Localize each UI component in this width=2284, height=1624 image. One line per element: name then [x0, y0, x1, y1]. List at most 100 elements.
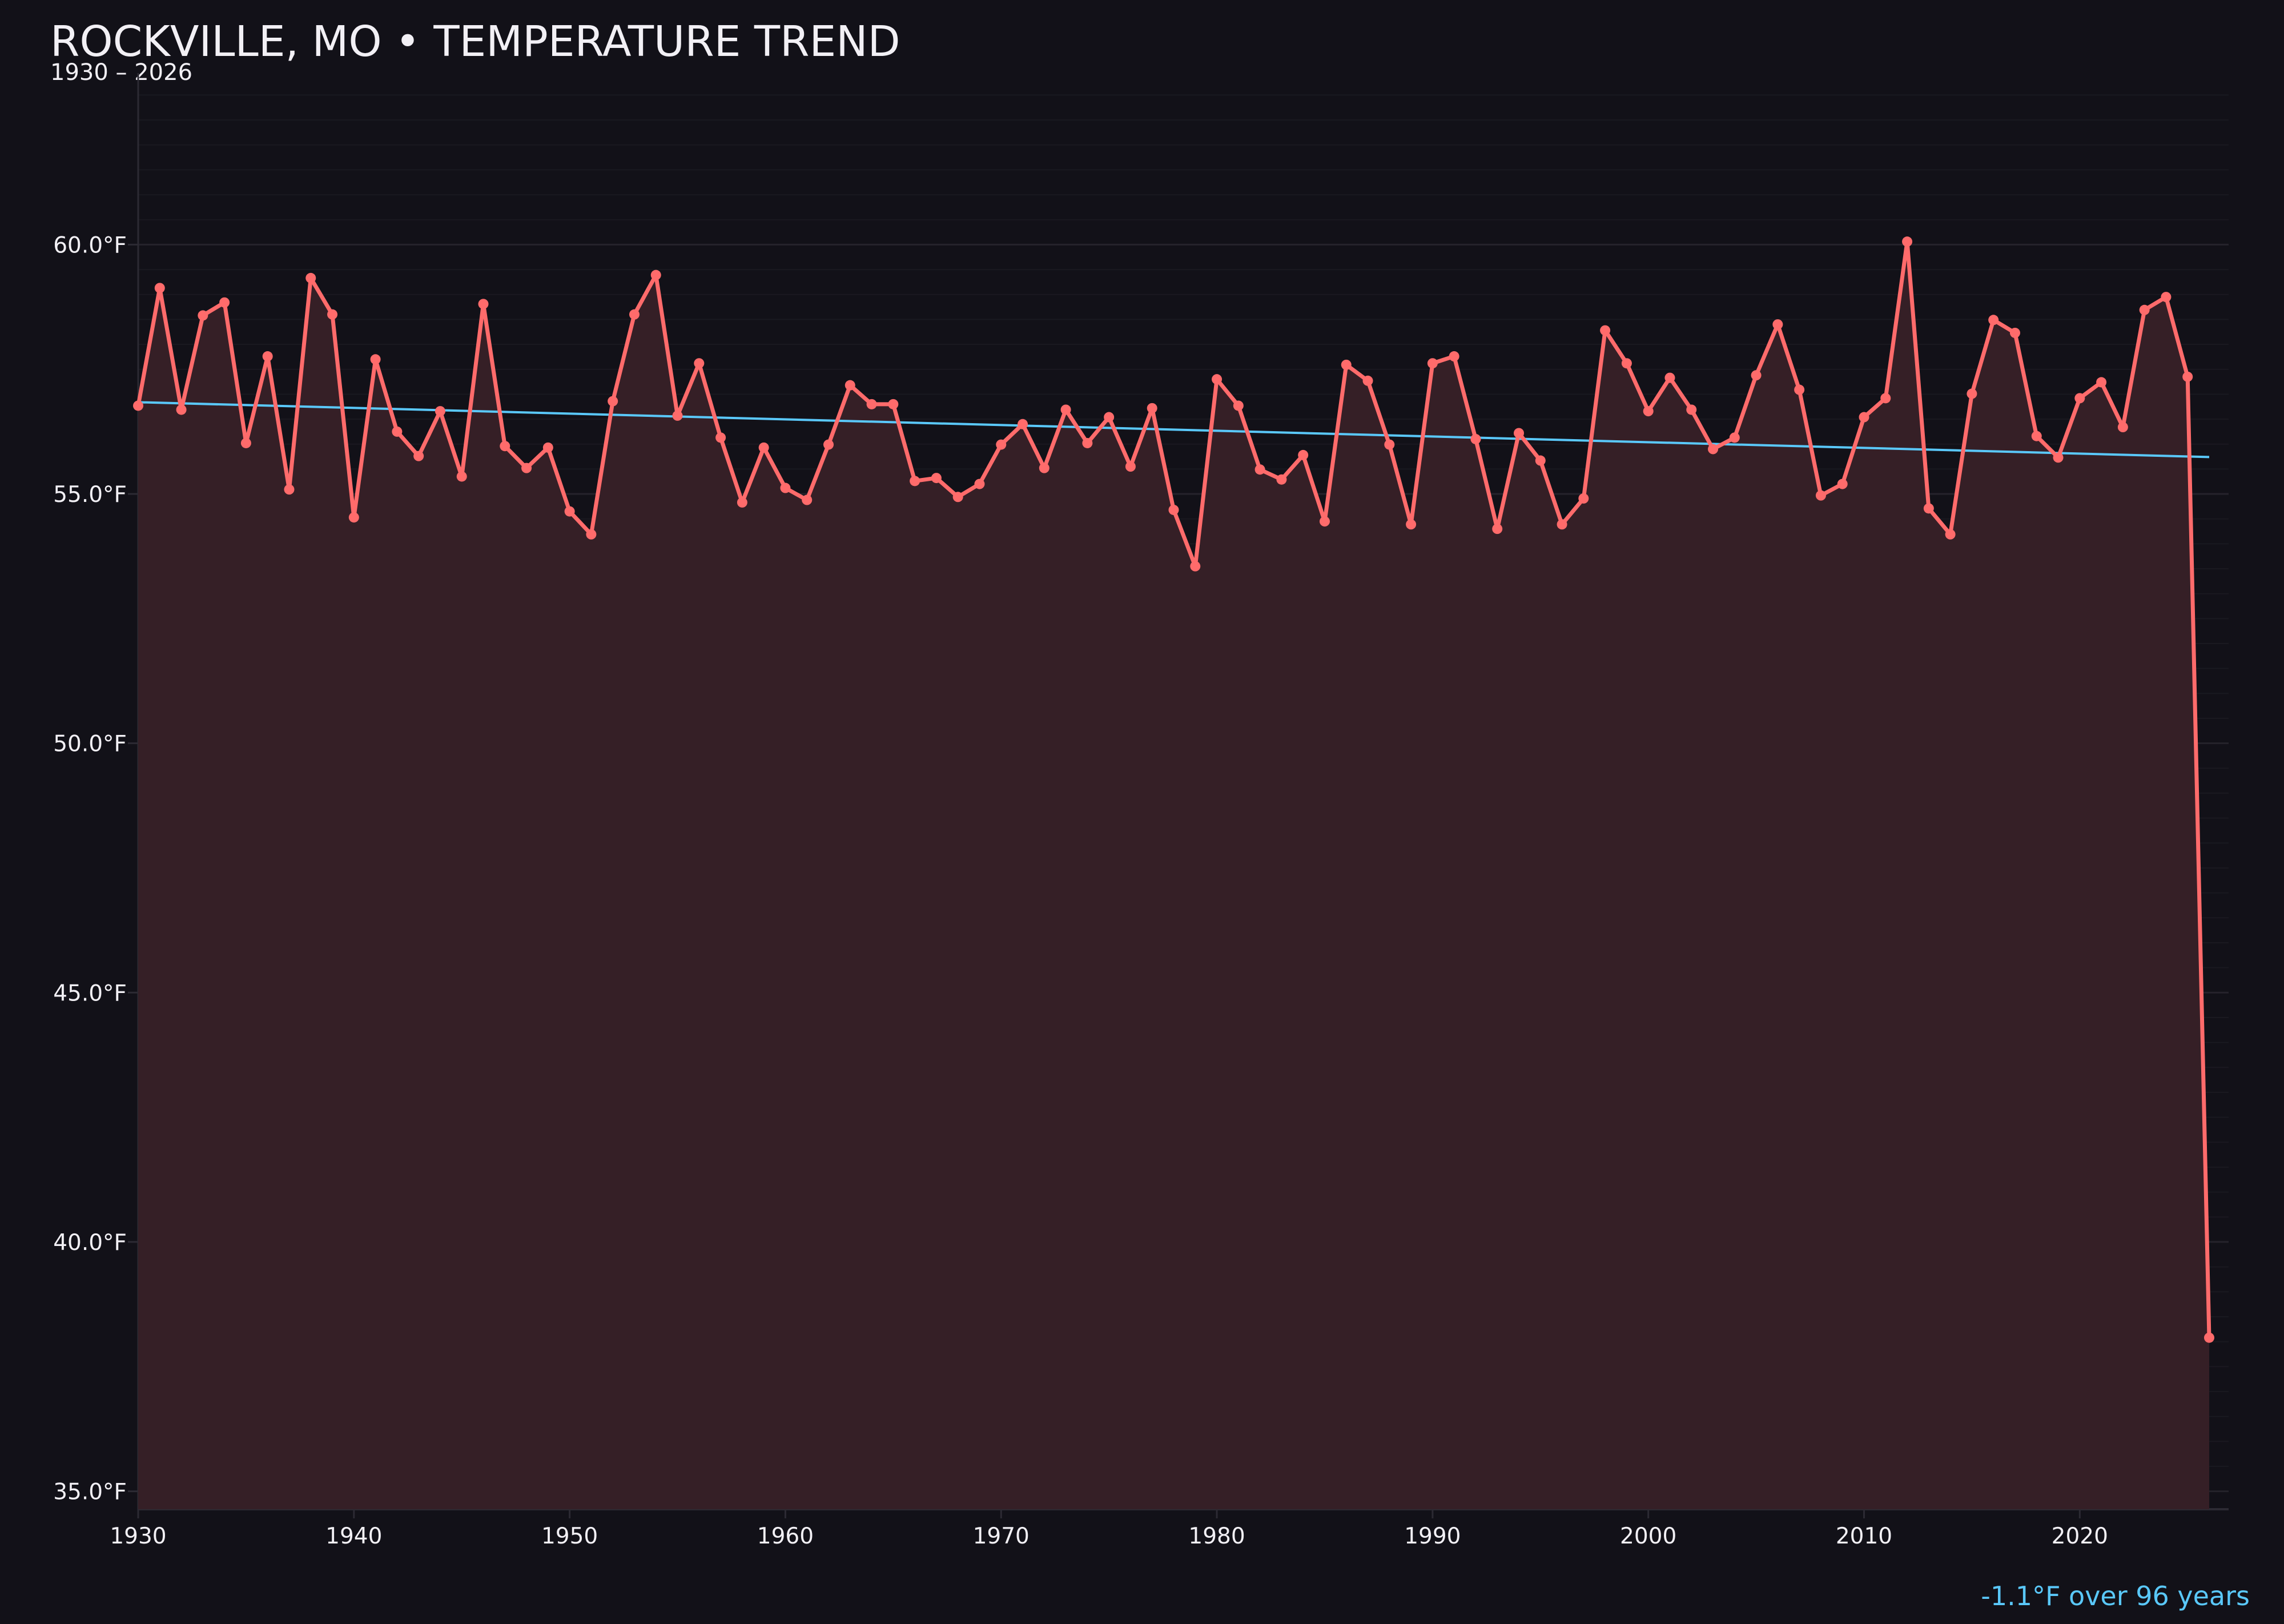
- x-tick-label: 2020: [2052, 1523, 2108, 1549]
- chart-title: ROCKVILLE, MO • TEMPERATURE TREND: [50, 17, 900, 66]
- data-point: [996, 439, 1007, 450]
- data-point: [1945, 529, 1956, 540]
- data-point: [2139, 304, 2150, 315]
- chart-subtitle: 1930 – 2026: [50, 59, 193, 86]
- data-point: [500, 441, 510, 452]
- data-point: [1082, 437, 1093, 448]
- data-point: [1384, 439, 1395, 450]
- data-point: [1923, 503, 1934, 514]
- data-point: [542, 442, 553, 453]
- data-point: [1578, 493, 1589, 504]
- data-point: [608, 396, 618, 407]
- data-point: [1362, 375, 1373, 386]
- data-point: [1772, 319, 1783, 330]
- data-point: [305, 272, 316, 283]
- data-point: [1708, 444, 1719, 455]
- data-point: [1212, 374, 1223, 385]
- x-tick-label: 1950: [541, 1523, 598, 1549]
- data-point: [176, 404, 187, 415]
- data-point: [715, 432, 726, 443]
- data-point: [650, 270, 661, 280]
- data-point: [845, 380, 855, 391]
- x-tick-label: 1980: [1188, 1523, 1245, 1549]
- data-point: [2031, 431, 2042, 441]
- data-point: [2117, 422, 2128, 433]
- data-point: [2161, 292, 2172, 303]
- data-point: [1967, 388, 1977, 399]
- y-tick-label: 55.0°F: [53, 482, 127, 508]
- data-point: [1880, 393, 1891, 404]
- data-point: [1686, 404, 1697, 415]
- data-point: [1751, 370, 1762, 381]
- data-point: [1190, 561, 1201, 572]
- data-point: [413, 451, 424, 461]
- data-point: [1815, 490, 1826, 501]
- data-point: [456, 471, 467, 482]
- data-point: [1276, 474, 1287, 485]
- data-point: [2053, 452, 2064, 463]
- data-point: [1557, 519, 1567, 530]
- data-point: [952, 492, 963, 503]
- data-point: [1859, 412, 1869, 423]
- data-point: [1664, 372, 1675, 383]
- trend-line: [138, 401, 2210, 459]
- data-point: [866, 399, 877, 409]
- data-point: [370, 354, 381, 365]
- data-point: [133, 400, 143, 411]
- x-tick-label: 1940: [325, 1523, 382, 1549]
- data-point: [1018, 419, 1028, 429]
- data-point: [1254, 464, 1265, 475]
- x-tick-label: 1990: [1404, 1523, 1461, 1549]
- data-point: [1535, 455, 1546, 466]
- data-point: [284, 484, 295, 495]
- data-point: [1406, 519, 1417, 530]
- data-point: [1125, 461, 1136, 472]
- data-point: [1147, 403, 1157, 413]
- data-point: [910, 476, 920, 487]
- data-point: [1168, 504, 1179, 515]
- x-tick-label: 1930: [110, 1523, 166, 1549]
- data-point: [262, 351, 273, 362]
- data-point: [629, 309, 640, 320]
- data-point: [1492, 524, 1503, 534]
- data-point: [2096, 377, 2107, 388]
- data-point: [2009, 327, 2020, 338]
- data-point: [1729, 432, 1740, 443]
- data-point: [2182, 371, 2193, 382]
- data-point: [1988, 315, 1999, 325]
- data-point: [1341, 359, 1352, 370]
- data-point: [435, 406, 445, 417]
- data-point: [758, 442, 769, 453]
- y-tick-label: 60.0°F: [53, 232, 127, 258]
- data-point: [974, 479, 985, 489]
- data-point: [1643, 406, 1654, 417]
- x-tick-label: 2010: [1836, 1523, 1892, 1549]
- x-tick-label: 1970: [973, 1523, 1030, 1549]
- x-tick-label: 2000: [1620, 1523, 1676, 1549]
- data-point: [1319, 516, 1330, 527]
- data-point: [1233, 400, 1244, 411]
- data-point: [737, 497, 747, 508]
- data-point: [348, 512, 359, 523]
- data-point: [1621, 358, 1632, 369]
- area-fill: [138, 242, 2209, 1510]
- data-point: [823, 439, 834, 450]
- data-point: [327, 309, 338, 320]
- data-point: [1837, 479, 1848, 489]
- data-point: [154, 283, 165, 294]
- data-point: [564, 506, 575, 517]
- y-tick-label: 35.0°F: [53, 1480, 127, 1505]
- data-point: [521, 463, 532, 473]
- data-point: [1060, 404, 1071, 415]
- data-point: [2203, 1332, 2214, 1343]
- data-point: [1039, 463, 1049, 473]
- data-point: [1298, 449, 1309, 460]
- data-point: [1449, 351, 1459, 362]
- data-point: [240, 437, 251, 448]
- data-point: [2074, 393, 2085, 404]
- data-point: [1470, 433, 1481, 444]
- x-tick-label: 1960: [757, 1523, 814, 1549]
- data-point: [780, 483, 791, 493]
- data-point: [1104, 412, 1115, 423]
